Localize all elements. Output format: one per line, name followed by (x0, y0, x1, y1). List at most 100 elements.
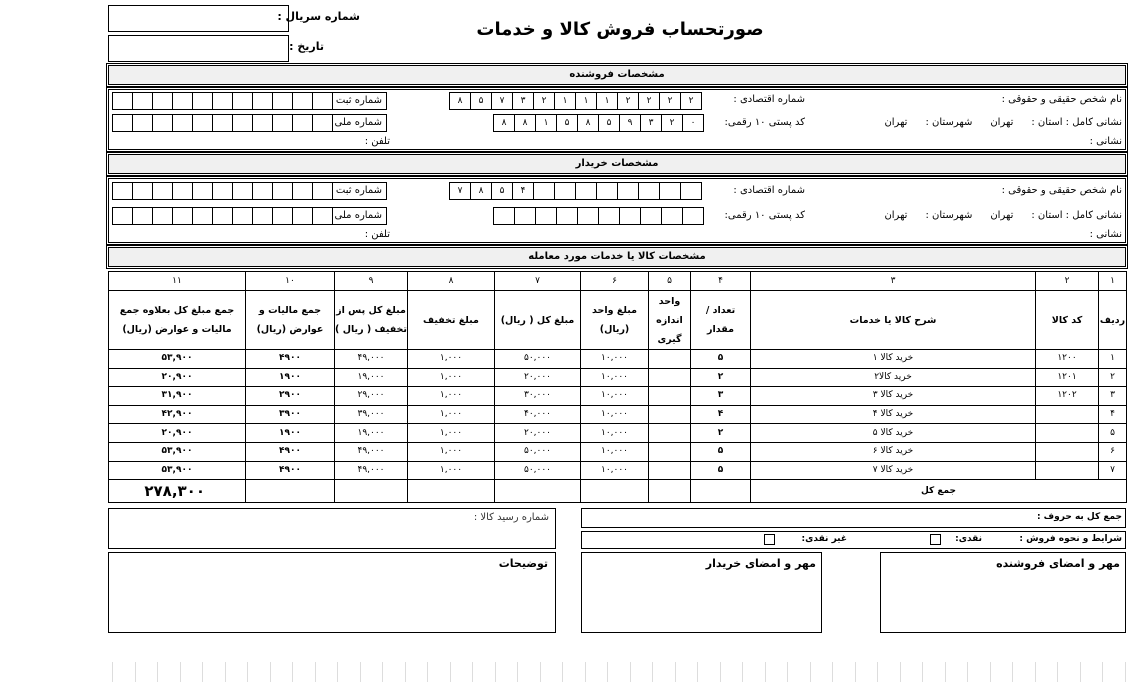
digit-cell[interactable] (272, 92, 293, 110)
digit-cell[interactable] (661, 207, 683, 225)
digit-cell[interactable] (682, 207, 704, 225)
digit-cell[interactable] (292, 207, 313, 225)
digit-cell[interactable] (577, 207, 599, 225)
digit-cell[interactable] (312, 114, 333, 132)
digit-cell[interactable] (192, 92, 213, 110)
digit-cell[interactable] (212, 182, 233, 200)
digit-cell[interactable] (638, 182, 660, 200)
digit-cell[interactable]: ۲ (659, 92, 681, 110)
digit-cell[interactable]: ۷ (449, 182, 471, 200)
digit-cell[interactable] (252, 114, 273, 132)
digit-cell[interactable]: ۱ (596, 92, 618, 110)
digit-cell[interactable]: ۸ (449, 92, 471, 110)
digit-cell[interactable] (575, 182, 597, 200)
digit-cell[interactable] (132, 114, 153, 132)
digit-cell[interactable]: ۳ (640, 114, 662, 132)
goods-receipt-field[interactable] (108, 508, 556, 549)
notes-box[interactable] (108, 552, 556, 633)
digit-cell[interactable] (514, 207, 536, 225)
digit-cell[interactable] (252, 182, 273, 200)
digit-cell[interactable]: ۳ (512, 92, 534, 110)
digit-cell[interactable] (232, 207, 253, 225)
digit-cell[interactable]: ۰ (682, 114, 704, 132)
digit-cell[interactable] (112, 207, 133, 225)
serial-number-field[interactable] (108, 5, 289, 32)
digit-cell[interactable] (312, 207, 333, 225)
total-in-words-field[interactable] (581, 508, 1126, 528)
digit-cell[interactable] (659, 182, 681, 200)
buyer-national-number[interactable]: شماره ملی (112, 207, 387, 225)
digit-cell[interactable] (152, 207, 173, 225)
digit-cell[interactable]: ۲ (533, 92, 555, 110)
digit-cell[interactable] (212, 92, 233, 110)
digit-cell[interactable] (640, 207, 662, 225)
digit-cell[interactable] (232, 182, 253, 200)
digit-cell[interactable] (172, 182, 193, 200)
digit-cell[interactable] (172, 114, 193, 132)
digit-cell[interactable] (212, 207, 233, 225)
digit-cell[interactable]: ۲ (680, 92, 702, 110)
digit-cell[interactable] (152, 114, 173, 132)
digit-cell[interactable] (212, 114, 233, 132)
digit-cell[interactable] (535, 207, 557, 225)
digit-cell[interactable] (132, 182, 153, 200)
digit-cell[interactable]: ۸ (493, 114, 515, 132)
seller-registration-number[interactable]: شماره ثبت (112, 92, 387, 110)
digit-cell[interactable] (312, 182, 333, 200)
digit-cell[interactable] (192, 207, 213, 225)
digit-cell[interactable] (252, 207, 273, 225)
noncash-checkbox[interactable] (764, 534, 775, 545)
digit-cell[interactable]: ۵ (470, 92, 492, 110)
digit-cell[interactable] (554, 182, 576, 200)
digit-cell[interactable] (192, 182, 213, 200)
digit-cell[interactable]: ۵ (556, 114, 578, 132)
digit-cell[interactable]: ۲ (617, 92, 639, 110)
digit-cell[interactable] (112, 182, 133, 200)
digit-cell[interactable]: ۵ (598, 114, 620, 132)
date-field[interactable] (108, 35, 289, 62)
digit-cell[interactable]: ۱ (535, 114, 557, 132)
digit-cell[interactable] (272, 182, 293, 200)
digit-cell[interactable] (493, 207, 515, 225)
digit-cell[interactable] (172, 207, 193, 225)
digit-cell[interactable]: ۸ (514, 114, 536, 132)
digit-cell[interactable] (132, 92, 153, 110)
digit-cell[interactable] (272, 114, 293, 132)
digit-cell[interactable] (112, 92, 133, 110)
digit-cell[interactable] (617, 182, 639, 200)
digit-cell[interactable]: ۲ (661, 114, 683, 132)
buyer-registration-number[interactable]: شماره ثبت (112, 182, 387, 200)
digit-cell[interactable] (292, 182, 313, 200)
digit-cell[interactable]: ۸ (470, 182, 492, 200)
digit-cell[interactable] (192, 114, 213, 132)
digit-cell[interactable] (292, 92, 313, 110)
digit-cell[interactable]: ۵ (491, 182, 513, 200)
digit-cell[interactable]: ۹ (619, 114, 641, 132)
digit-cell[interactable]: ۱ (575, 92, 597, 110)
digit-cell[interactable] (172, 92, 193, 110)
digit-cell[interactable] (112, 114, 133, 132)
digit-cell[interactable] (292, 114, 313, 132)
digit-cell[interactable] (272, 207, 293, 225)
digit-cell[interactable] (232, 92, 253, 110)
digit-cell[interactable] (232, 114, 253, 132)
digit-cell[interactable]: ۲ (638, 92, 660, 110)
digit-cell[interactable] (252, 92, 273, 110)
digit-cell[interactable] (152, 92, 173, 110)
digit-cell[interactable]: ۷ (491, 92, 513, 110)
cash-checkbox[interactable] (930, 534, 941, 545)
digit-cell[interactable] (132, 207, 153, 225)
digit-cell[interactable] (312, 92, 333, 110)
digit-cell[interactable] (556, 207, 578, 225)
digit-cell[interactable]: ۴ (512, 182, 534, 200)
digit-cell[interactable] (596, 182, 618, 200)
digit-cell[interactable]: ۱ (554, 92, 576, 110)
digit-cell[interactable] (152, 182, 173, 200)
digit-cell[interactable] (619, 207, 641, 225)
buyer-postal-code[interactable] (493, 207, 704, 225)
digit-cell[interactable] (680, 182, 702, 200)
digit-cell[interactable]: ۸ (577, 114, 599, 132)
